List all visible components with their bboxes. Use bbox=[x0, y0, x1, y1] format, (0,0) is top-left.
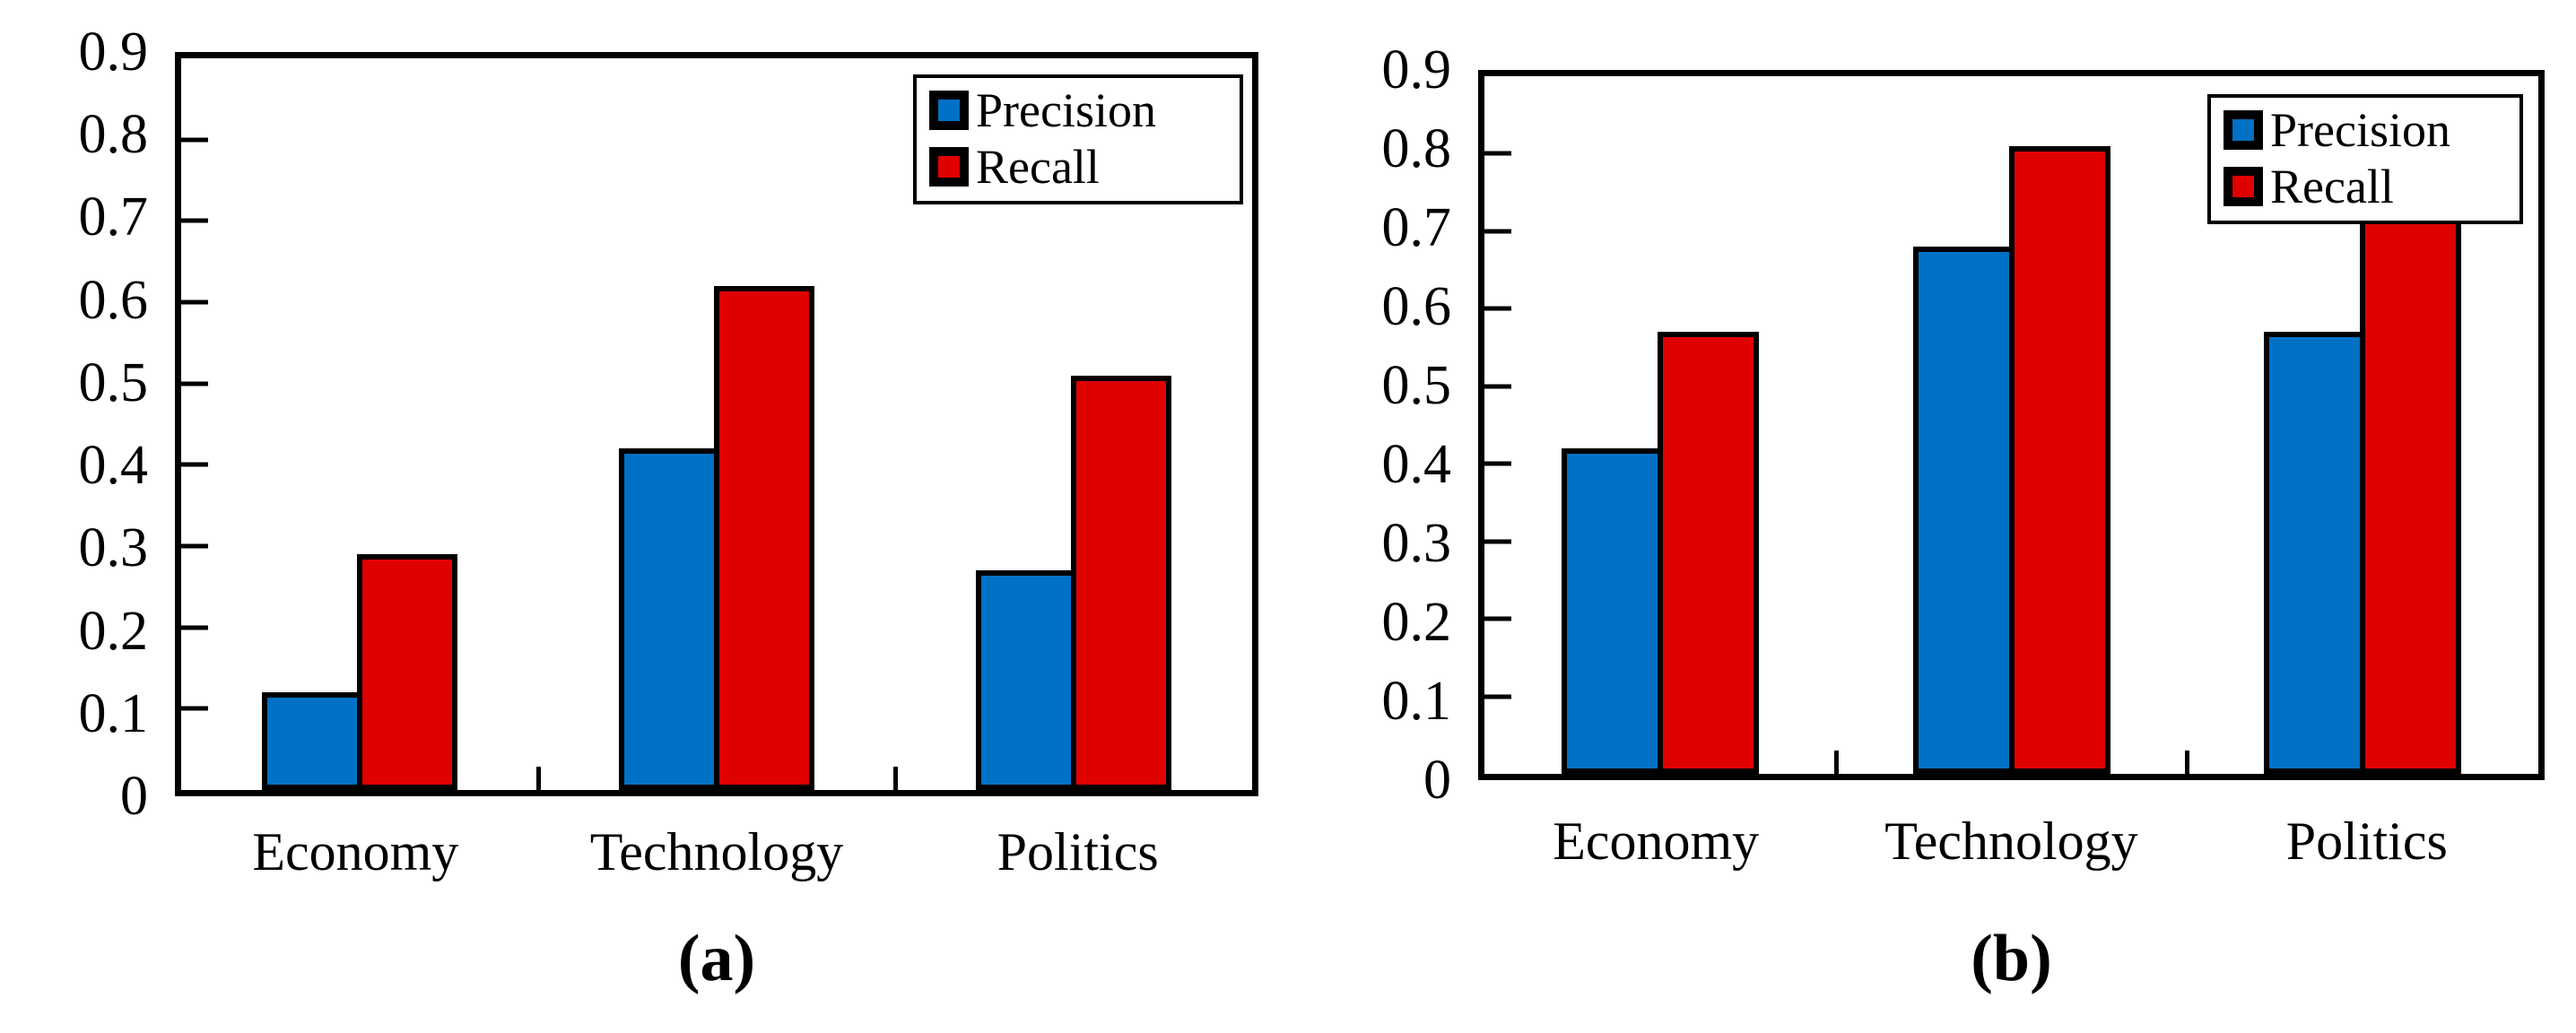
y-axis-tick bbox=[181, 137, 208, 143]
y-axis-tick bbox=[1484, 461, 1511, 466]
y-axis-label-0.1: 0.1 bbox=[78, 682, 149, 744]
legend-label-recall: Recall bbox=[976, 139, 1100, 194]
legend: Precision Recall bbox=[913, 74, 1243, 205]
y-axis-label-0.7: 0.7 bbox=[1381, 197, 1452, 258]
y-axis-tick bbox=[1484, 539, 1511, 544]
y-axis-tick bbox=[1484, 694, 1511, 699]
x-axis-labels: Economy Technology Politics bbox=[1478, 814, 2545, 868]
legend-label-recall: Recall bbox=[2270, 159, 2394, 213]
bar-recall-politics bbox=[2360, 215, 2462, 774]
bar-recall-politics bbox=[1071, 375, 1171, 790]
y-axis-tick bbox=[181, 462, 208, 467]
legend-item-recall: Recall bbox=[2224, 161, 2505, 213]
legend-label-precision: Precision bbox=[2270, 103, 2450, 157]
y-axis-label-0.5: 0.5 bbox=[78, 352, 149, 413]
y-axis-label-0.4: 0.4 bbox=[78, 435, 149, 497]
x-axis-tick bbox=[893, 767, 898, 790]
legend: Precision Recall bbox=[2207, 94, 2523, 225]
y-axis-tick bbox=[181, 706, 208, 711]
legend-item-precision: Precision bbox=[929, 85, 1225, 136]
panel-caption-a: (a) bbox=[677, 922, 756, 995]
bar-precision-economy bbox=[1561, 447, 1663, 774]
y-axis-tick bbox=[181, 381, 208, 386]
legend-swatch-precision bbox=[929, 91, 969, 131]
y-axis-tick bbox=[1484, 384, 1511, 389]
y-axis-tick bbox=[181, 625, 208, 630]
plot-area-a: Precision Recall bbox=[175, 52, 1258, 796]
y-axis-label-0.6: 0.6 bbox=[78, 269, 149, 331]
bar-precision-technology bbox=[1912, 247, 2015, 774]
bar-recall-economy bbox=[357, 554, 457, 790]
y-axis-tick bbox=[181, 543, 208, 549]
y-axis-tick bbox=[1484, 229, 1511, 234]
bar-precision-technology bbox=[619, 448, 719, 790]
y-axis-label-0.1: 0.1 bbox=[1381, 671, 1452, 732]
legend-swatch-recall bbox=[929, 147, 969, 187]
y-axis-label-0.3: 0.3 bbox=[1381, 513, 1452, 574]
y-axis-label-0.6: 0.6 bbox=[1381, 276, 1452, 337]
bar-precision-politics bbox=[976, 570, 1076, 790]
bar-recall-technology bbox=[714, 285, 814, 790]
x-axis-tick bbox=[2185, 751, 2190, 774]
y-axis-label-0: 0 bbox=[120, 766, 148, 827]
y-axis-label-0.4: 0.4 bbox=[1381, 434, 1452, 495]
y-axis-label-0.7: 0.7 bbox=[78, 187, 149, 248]
y-axis-label-0.9: 0.9 bbox=[1381, 39, 1452, 100]
x-axis-tick bbox=[536, 767, 541, 790]
legend-label-precision: Precision bbox=[976, 83, 1156, 137]
x-axis-label-technology: Technology bbox=[1884, 812, 2138, 871]
y-axis-label-0.9: 0.9 bbox=[78, 22, 149, 82]
y-axis-tick bbox=[181, 218, 208, 223]
y-axis-tick bbox=[1484, 151, 1511, 156]
y-axis-tick bbox=[1484, 306, 1511, 311]
y-axis-label-0.2: 0.2 bbox=[78, 600, 149, 662]
bar-recall-economy bbox=[1657, 332, 1759, 774]
x-axis-label-economy: Economy bbox=[1553, 812, 1760, 871]
y-axis-tick bbox=[181, 299, 208, 305]
x-axis-label-economy: Economy bbox=[252, 822, 459, 881]
x-axis-label-technology: Technology bbox=[589, 822, 844, 881]
y-axis-label-0.8: 0.8 bbox=[78, 104, 149, 166]
legend-swatch-recall bbox=[2224, 167, 2263, 207]
bar-precision-economy bbox=[262, 692, 362, 790]
y-axis-label-0: 0 bbox=[1423, 750, 1451, 811]
plot-area-b: Precision Recall bbox=[1478, 70, 2545, 780]
y-axis-tick bbox=[1484, 616, 1511, 621]
legend-item-precision: Precision bbox=[2224, 105, 2505, 156]
x-axis-label-politics: Politics bbox=[996, 822, 1159, 881]
y-axis-label-0.3: 0.3 bbox=[78, 517, 149, 579]
legend-item-recall: Recall bbox=[929, 139, 1225, 194]
y-axis-label-0.8: 0.8 bbox=[1381, 118, 1452, 179]
bar-recall-technology bbox=[2008, 145, 2110, 774]
y-axis-label-0.5: 0.5 bbox=[1381, 355, 1452, 416]
y-axis-label-0.2: 0.2 bbox=[1381, 592, 1452, 653]
bar-precision-politics bbox=[2264, 332, 2366, 774]
panel-caption-b: (b) bbox=[1971, 922, 2052, 995]
legend-swatch-precision bbox=[2224, 110, 2263, 151]
x-axis-label-politics: Politics bbox=[2285, 812, 2448, 871]
x-axis-labels: Economy Technology Politics bbox=[175, 825, 1258, 879]
x-axis-tick bbox=[1833, 751, 1839, 774]
